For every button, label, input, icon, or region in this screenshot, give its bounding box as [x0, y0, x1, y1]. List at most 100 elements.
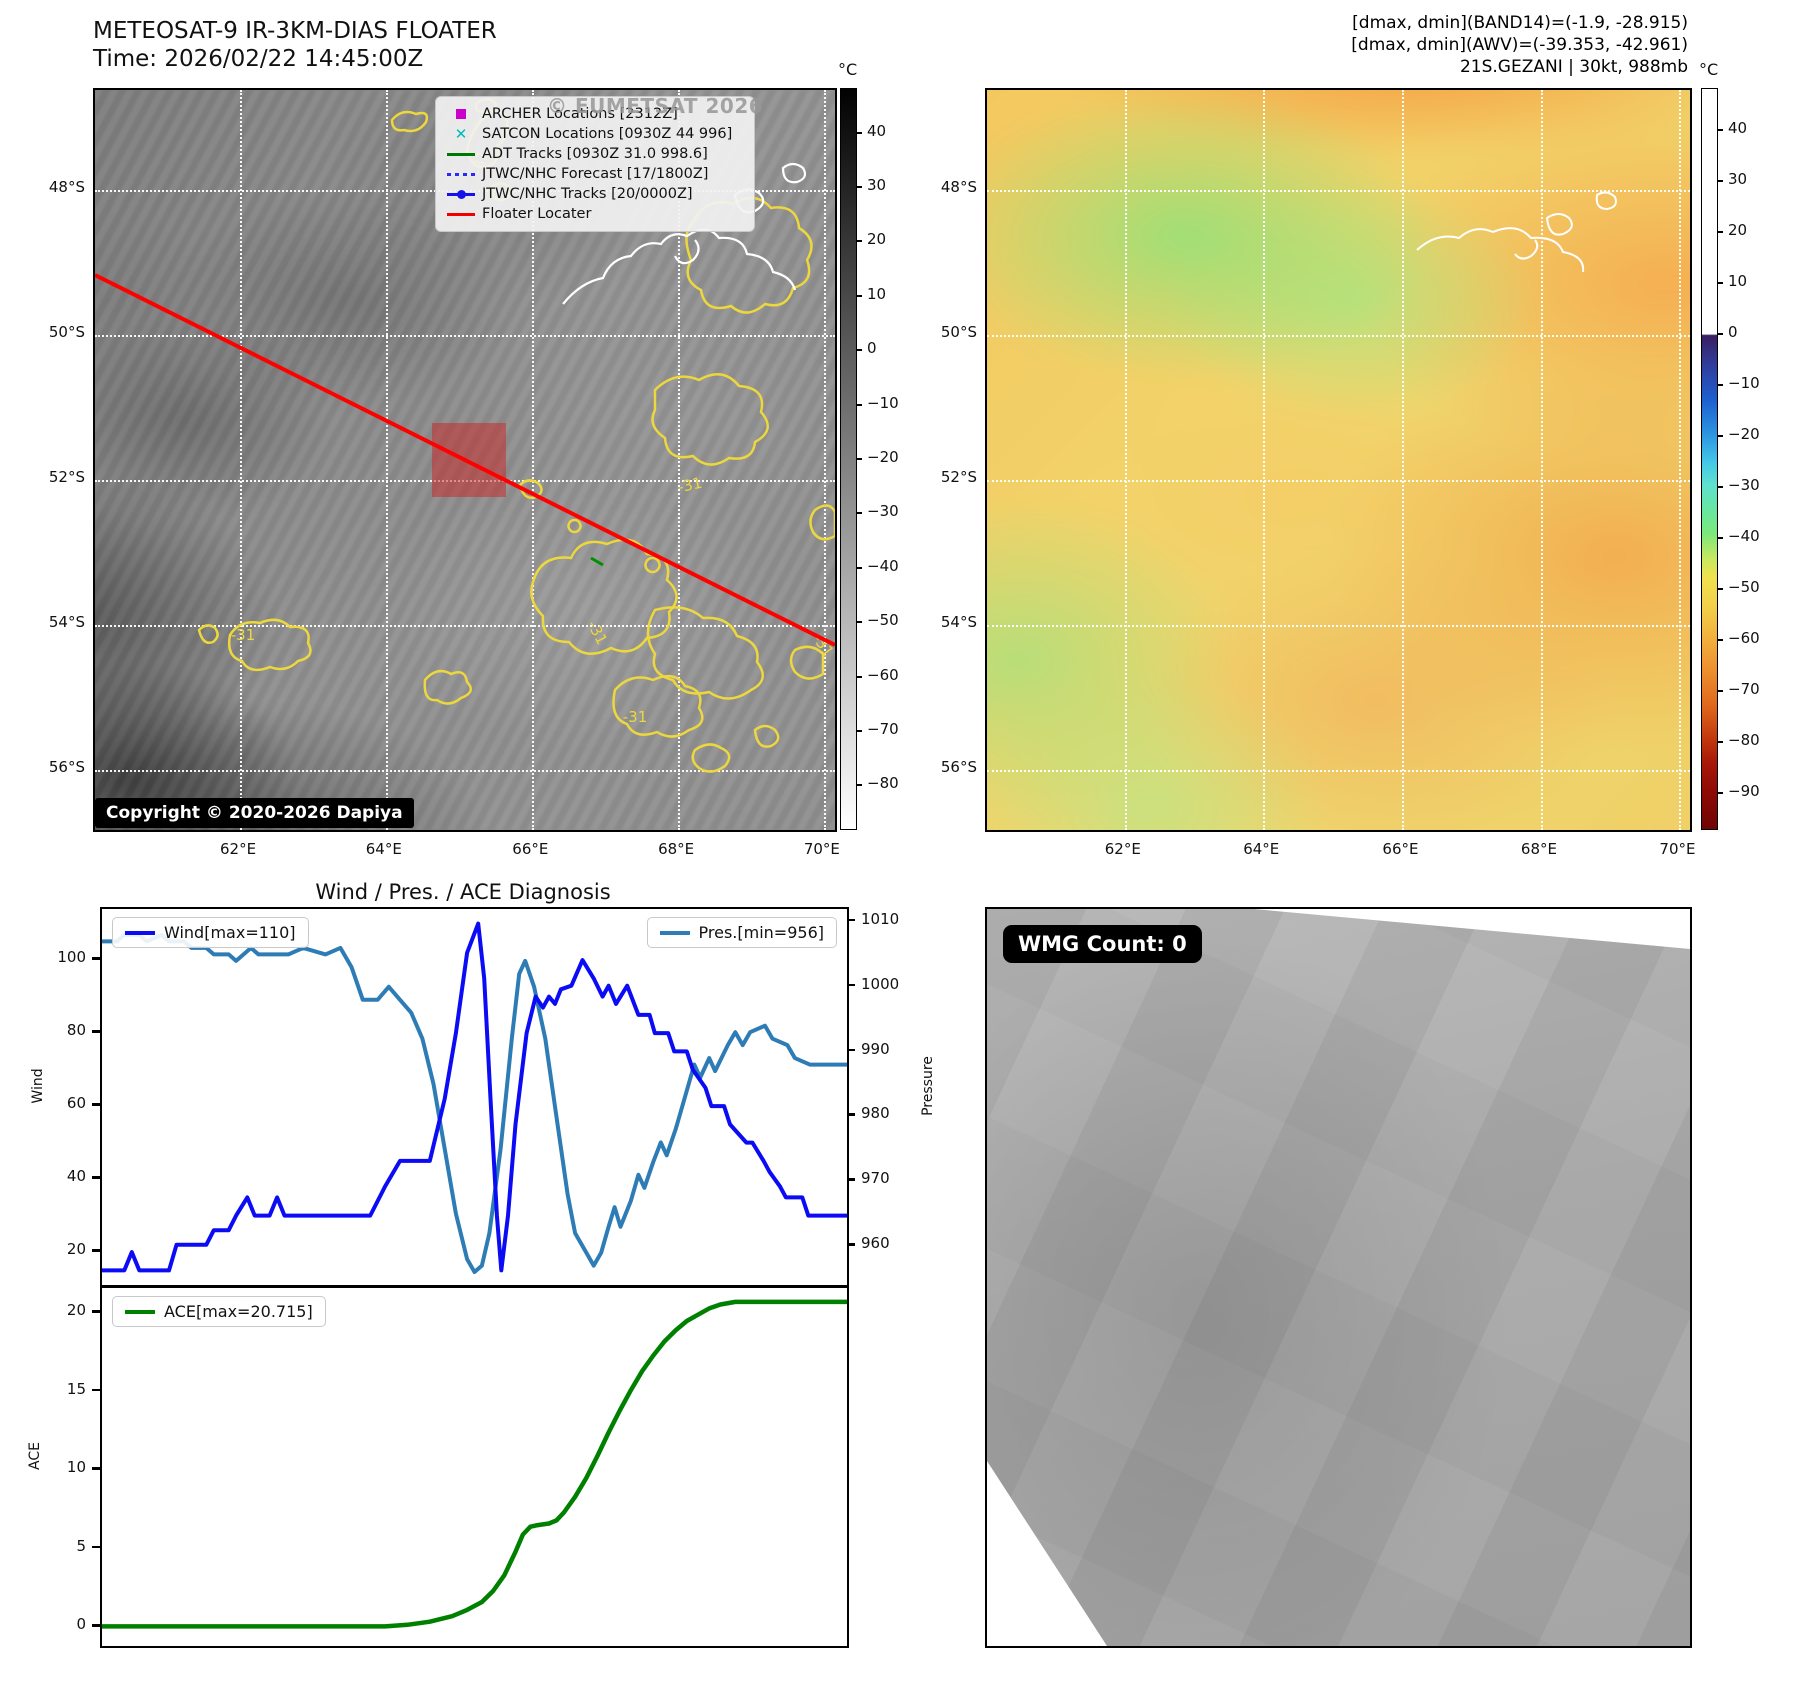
grid-line-lon — [1124, 90, 1127, 830]
legend-marker-dot — [457, 189, 466, 199]
ace-axis-title: ACE — [27, 1442, 43, 1470]
axis-tick-label: 60 — [66, 1094, 86, 1113]
colorbar-tick-label: −20 — [1728, 425, 1760, 444]
lon-tick-label: 66°E — [1382, 840, 1419, 858]
grid-line-lon — [1402, 90, 1405, 830]
wmg-microwave-texture — [987, 909, 1690, 1646]
awv-coastline — [1416, 191, 1617, 273]
ace-legend-label: ACE[max=20.715] — [164, 1302, 313, 1321]
colorbar-tick-label: 10 — [1728, 271, 1748, 290]
diagnosis-title: Wind / Pres. / ACE Diagnosis — [315, 880, 611, 904]
legend-item: ✕ SATCON Locations [0930Z 44 996] — [444, 124, 744, 144]
axis-tick-label: 990 — [861, 1039, 890, 1058]
colorbar-tick — [1717, 741, 1723, 744]
lon-tick-label: 64°E — [365, 840, 402, 858]
wind-pressure-chart: Wind[max=110] Pres.[min=956] — [100, 907, 849, 1287]
colorbar-tick-label: −30 — [867, 502, 899, 521]
square-legend-symbol — [444, 109, 478, 119]
grid-line-lat — [987, 625, 1690, 628]
colorbar-tick-label: 30 — [1728, 169, 1748, 188]
grid-line-lon — [385, 90, 388, 830]
ace-plot — [102, 1299, 847, 1629]
grid-line-lat — [987, 479, 1690, 482]
lat-tick-label: 50°S — [48, 322, 85, 341]
colorbar-tick — [856, 403, 862, 406]
axis-tick — [847, 983, 855, 987]
wind-legend: Wind[max=110] — [112, 917, 309, 948]
axis-tick — [847, 1048, 855, 1052]
colorbar-tick-label: −10 — [867, 393, 899, 412]
ir-panel-time: Time: 2026/02/22 14:45:00Z — [93, 46, 424, 72]
lat-tick-label: 56°S — [940, 758, 977, 777]
colorbar-tick-label: 0 — [867, 339, 877, 358]
data-series-line — [102, 1299, 847, 1629]
colorbar-tick-label: −80 — [1728, 731, 1760, 750]
grid-line-lon — [532, 90, 535, 830]
pressure-legend-label: Pres.[min=956] — [698, 923, 824, 942]
axis-tick — [847, 1113, 855, 1116]
colorbar-tick-label: 30 — [867, 175, 887, 194]
grid-line-lon — [1263, 90, 1266, 830]
lat-tick-label: 56°S — [48, 758, 85, 777]
grid-line-lon — [1540, 90, 1543, 830]
legend-line-icon — [447, 212, 475, 216]
colorbar-tick — [856, 566, 862, 569]
lon-tick-label: 68°E — [658, 840, 695, 858]
line-legend-symbol — [444, 212, 478, 216]
axis-tick-label: 5 — [76, 1536, 86, 1555]
awv-info-awv: [dmax, dmin](AWV)=(-39.353, -42.961) — [1351, 35, 1688, 55]
contour-value-label: -31 — [676, 474, 704, 497]
lat-tick-label: 54°S — [940, 613, 977, 632]
colorbar-tick-label: 40 — [1728, 118, 1748, 137]
pressure-axis-title: Pressure — [920, 1056, 936, 1116]
legend-line-icon — [447, 189, 475, 199]
colorbar-tick — [1717, 792, 1723, 795]
ir-satellite-map: -31-31-31-31-31-31 ARCHER Locations [231… — [93, 88, 837, 832]
legend-item-label: ADT Tracks [0930Z 31.0 998.6] — [482, 146, 708, 162]
colorbar-tick-label: 40 — [867, 121, 887, 140]
axis-tick — [92, 1624, 100, 1627]
awv-coast-overlay — [1416, 191, 1617, 273]
legend-item: ARCHER Locations [2312Z] — [444, 104, 744, 124]
grid-line-lat — [95, 334, 835, 337]
axis-tick — [92, 1176, 100, 1179]
axis-tick — [847, 1243, 855, 1246]
ace-chart: ACE[max=20.715] — [100, 1286, 849, 1648]
axis-tick-label: 1010 — [861, 909, 900, 928]
colorbar-tick — [856, 240, 862, 243]
wmg-count-badge: WMG Count: 0 — [1003, 925, 1202, 963]
colorbar-tick-label: 20 — [867, 230, 887, 249]
axis-tick-label: 20 — [66, 1301, 86, 1320]
axis-tick — [92, 1467, 100, 1470]
ir-colorbar-unit: °C — [838, 60, 858, 79]
lat-tick-label: 52°S — [48, 467, 85, 486]
grid-line-lat — [987, 334, 1690, 337]
colorbar-tick-label: −40 — [867, 556, 899, 575]
x-marker-icon: ✕ — [454, 125, 468, 143]
colorbar-tick-label: −40 — [1728, 527, 1760, 546]
axis-tick-label: 970 — [861, 1169, 890, 1188]
grid-line-lat — [987, 189, 1690, 192]
legend-item-label: JTWC/NHC Forecast [17/1800Z] — [482, 166, 709, 182]
colorbar-tick — [1717, 639, 1723, 642]
axis-tick-label: 980 — [861, 1104, 890, 1123]
lat-tick-label: 52°S — [940, 467, 977, 486]
awv-grid-layer — [987, 90, 1690, 830]
awv-info-block: [dmax, dmin](BAND14)=(-1.9, -28.915) [dm… — [1100, 12, 1688, 78]
data-series-line — [102, 932, 847, 1274]
grid-line-lon — [1679, 90, 1682, 830]
colorbar-tick-label: −70 — [867, 720, 899, 739]
colorbar-tick — [1717, 281, 1723, 284]
colorbar-tick-label: −10 — [1728, 374, 1760, 392]
wmg-panel: WMG Count: 0 — [985, 907, 1692, 1648]
colorbar-tick — [856, 185, 862, 188]
axis-tick-label: 0 — [76, 1615, 86, 1634]
awv-colorbar — [1701, 88, 1723, 830]
colorbar-tick-label: 10 — [867, 284, 887, 303]
axis-tick-label: 40 — [66, 1167, 86, 1186]
grid-line-lon — [240, 90, 243, 830]
lat-tick-label: 50°S — [940, 322, 977, 341]
lat-tick-label: 48°S — [48, 177, 85, 196]
colorbar-tick-label: −60 — [1728, 629, 1760, 648]
